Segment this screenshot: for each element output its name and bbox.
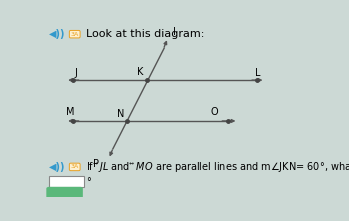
FancyBboxPatch shape [46,187,83,198]
Text: If $\overleftrightarrow{JL}$ and $\overleftrightarrow{MO}$ are parallel lines an: If $\overleftrightarrow{JL}$ and $\overl… [86,160,349,174]
Text: ◀)): ◀)) [49,162,66,172]
Text: O: O [210,107,218,117]
Text: L: L [254,68,260,78]
Text: N: N [117,109,124,119]
Text: °: ° [86,177,91,187]
Text: J: J [75,68,77,78]
Text: Look at this diagram:: Look at this diagram: [86,29,204,39]
Text: P: P [94,159,99,169]
Text: ◀)): ◀)) [49,29,66,39]
Text: M: M [66,107,75,117]
Text: 3A: 3A [70,32,79,37]
Text: 3A: 3A [70,164,79,170]
Text: I: I [173,27,176,38]
Text: K: K [137,67,144,78]
FancyBboxPatch shape [49,176,84,187]
